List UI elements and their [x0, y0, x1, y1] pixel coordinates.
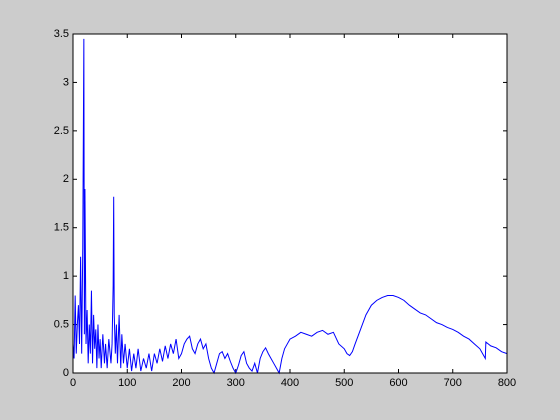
y-tick-label: 3 [63, 76, 69, 88]
x-tick-label: 500 [335, 377, 353, 389]
x-tick-label: 300 [227, 377, 245, 389]
y-tick-label: 0 [63, 367, 69, 379]
x-tick-label: 600 [389, 377, 407, 389]
x-tick-label: 700 [444, 377, 462, 389]
y-tick-label: 2.5 [54, 125, 69, 137]
y-tick-label: 3.5 [54, 28, 69, 40]
x-tick-label: 0 [70, 377, 76, 389]
x-tick-label: 200 [172, 377, 190, 389]
y-tick-label: 2 [63, 173, 69, 185]
y-tick-label: 1.5 [54, 222, 69, 234]
y-tick-label: 1 [63, 270, 69, 282]
data-line [72, 38, 508, 375]
x-tick-label: 100 [118, 377, 136, 389]
y-tick-label: 0.5 [54, 318, 69, 330]
x-tick-label: 800 [498, 377, 516, 389]
plot-area [73, 34, 507, 373]
x-tick-label: 400 [281, 377, 299, 389]
axes-box [72, 33, 508, 374]
